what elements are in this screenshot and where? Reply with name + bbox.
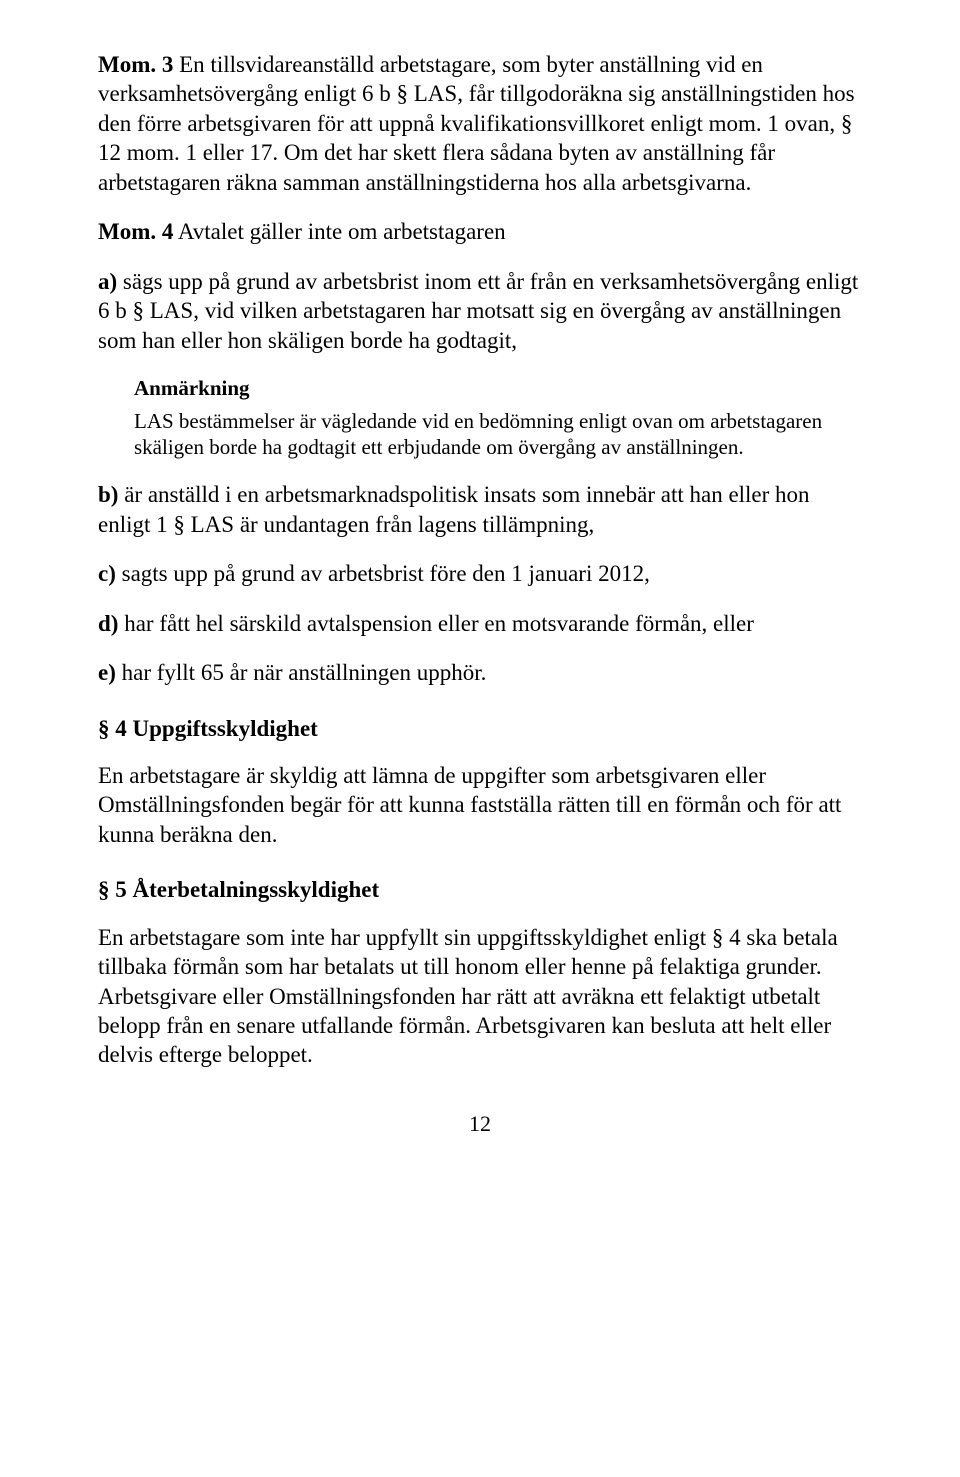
lead-e: e) (98, 660, 116, 685)
heading-section-4: § 4 Uppgiftsskyldighet (98, 714, 862, 743)
paragraph-mom4: Mom. 4 Avtalet gäller inte om arbetstaga… (98, 217, 862, 246)
text-mom3: En tillsvidareanställd arbetstagare, som… (98, 52, 855, 195)
text-b: är anställd i en arbetsmarknadspolitisk … (98, 482, 810, 536)
anmarkning-title: Anmärkning (98, 375, 862, 402)
anmarkning-body: LAS bestämmelser är vägledande vid en be… (98, 408, 862, 461)
lead-a: a) (98, 269, 117, 294)
paragraph-b: b) är anställd i en arbetsmarknadspoliti… (98, 480, 862, 539)
paragraph-mom3: Mom. 3 En tillsvidareanställd arbetstaga… (98, 50, 862, 197)
paragraph-e: e) har fyllt 65 år när anställningen upp… (98, 658, 862, 687)
lead-mom3: Mom. 3 (98, 52, 173, 77)
lead-b: b) (98, 482, 118, 507)
page-number: 12 (98, 1110, 862, 1138)
body-section-5: En arbetstagare som inte har uppfyllt si… (98, 923, 862, 1070)
paragraph-c: c) sagts upp på grund av arbetsbrist för… (98, 559, 862, 588)
lead-c: c) (98, 561, 116, 586)
text-c: sagts upp på grund av arbetsbrist före d… (116, 561, 650, 586)
lead-mom4: Mom. 4 (98, 219, 173, 244)
text-d: har fått hel särskild avtalspension elle… (118, 611, 753, 636)
text-a: sägs upp på grund av arbetsbrist inom et… (98, 269, 858, 353)
paragraph-d: d) har fått hel särskild avtalspension e… (98, 609, 862, 638)
paragraph-a: a) sägs upp på grund av arbetsbrist inom… (98, 267, 862, 355)
text-e: har fyllt 65 år när anställningen upphör… (116, 660, 486, 685)
body-section-4: En arbetstagare är skyldig att lämna de … (98, 761, 862, 849)
lead-d: d) (98, 611, 118, 636)
heading-section-5: § 5 Återbetalningsskyldighet (98, 875, 862, 904)
text-mom4: Avtalet gäller inte om arbetstagaren (173, 219, 505, 244)
